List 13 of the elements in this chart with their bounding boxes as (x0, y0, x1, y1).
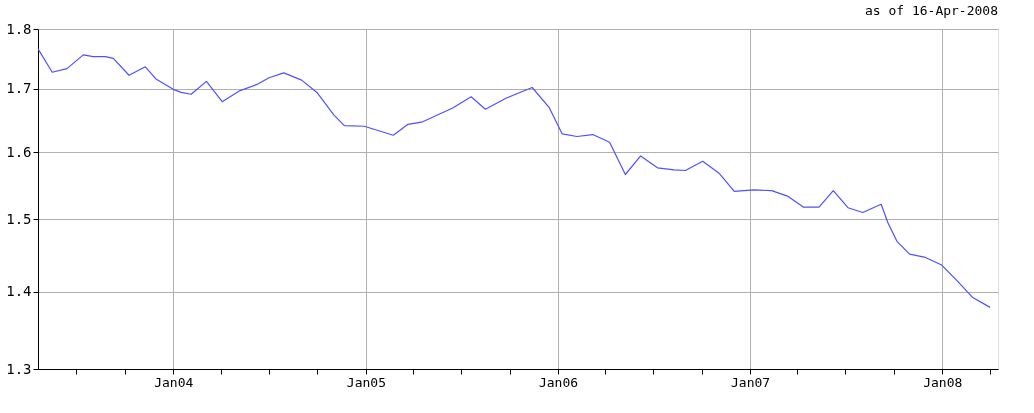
line-series (38, 48, 991, 308)
y-tick-label: 1.3 (6, 360, 32, 377)
x-tick-label: Jan08 (923, 374, 963, 390)
y-tick-label: 1.8 (6, 20, 32, 37)
x-tick-label: Jan05 (346, 374, 386, 390)
text: as of 16-Apr-2008 (864, 3, 998, 18)
x-tick-label: Jan06 (538, 374, 579, 390)
y-tick-label: 1.7 (6, 80, 32, 97)
x-tick-label: Jan07 (731, 374, 771, 390)
x-tick-label: Jan04 (154, 374, 194, 390)
y-tick-label: 1.5 (6, 210, 32, 227)
y-tick-label: 1.6 (6, 143, 32, 160)
y-tick-label: 1.4 (6, 283, 32, 300)
